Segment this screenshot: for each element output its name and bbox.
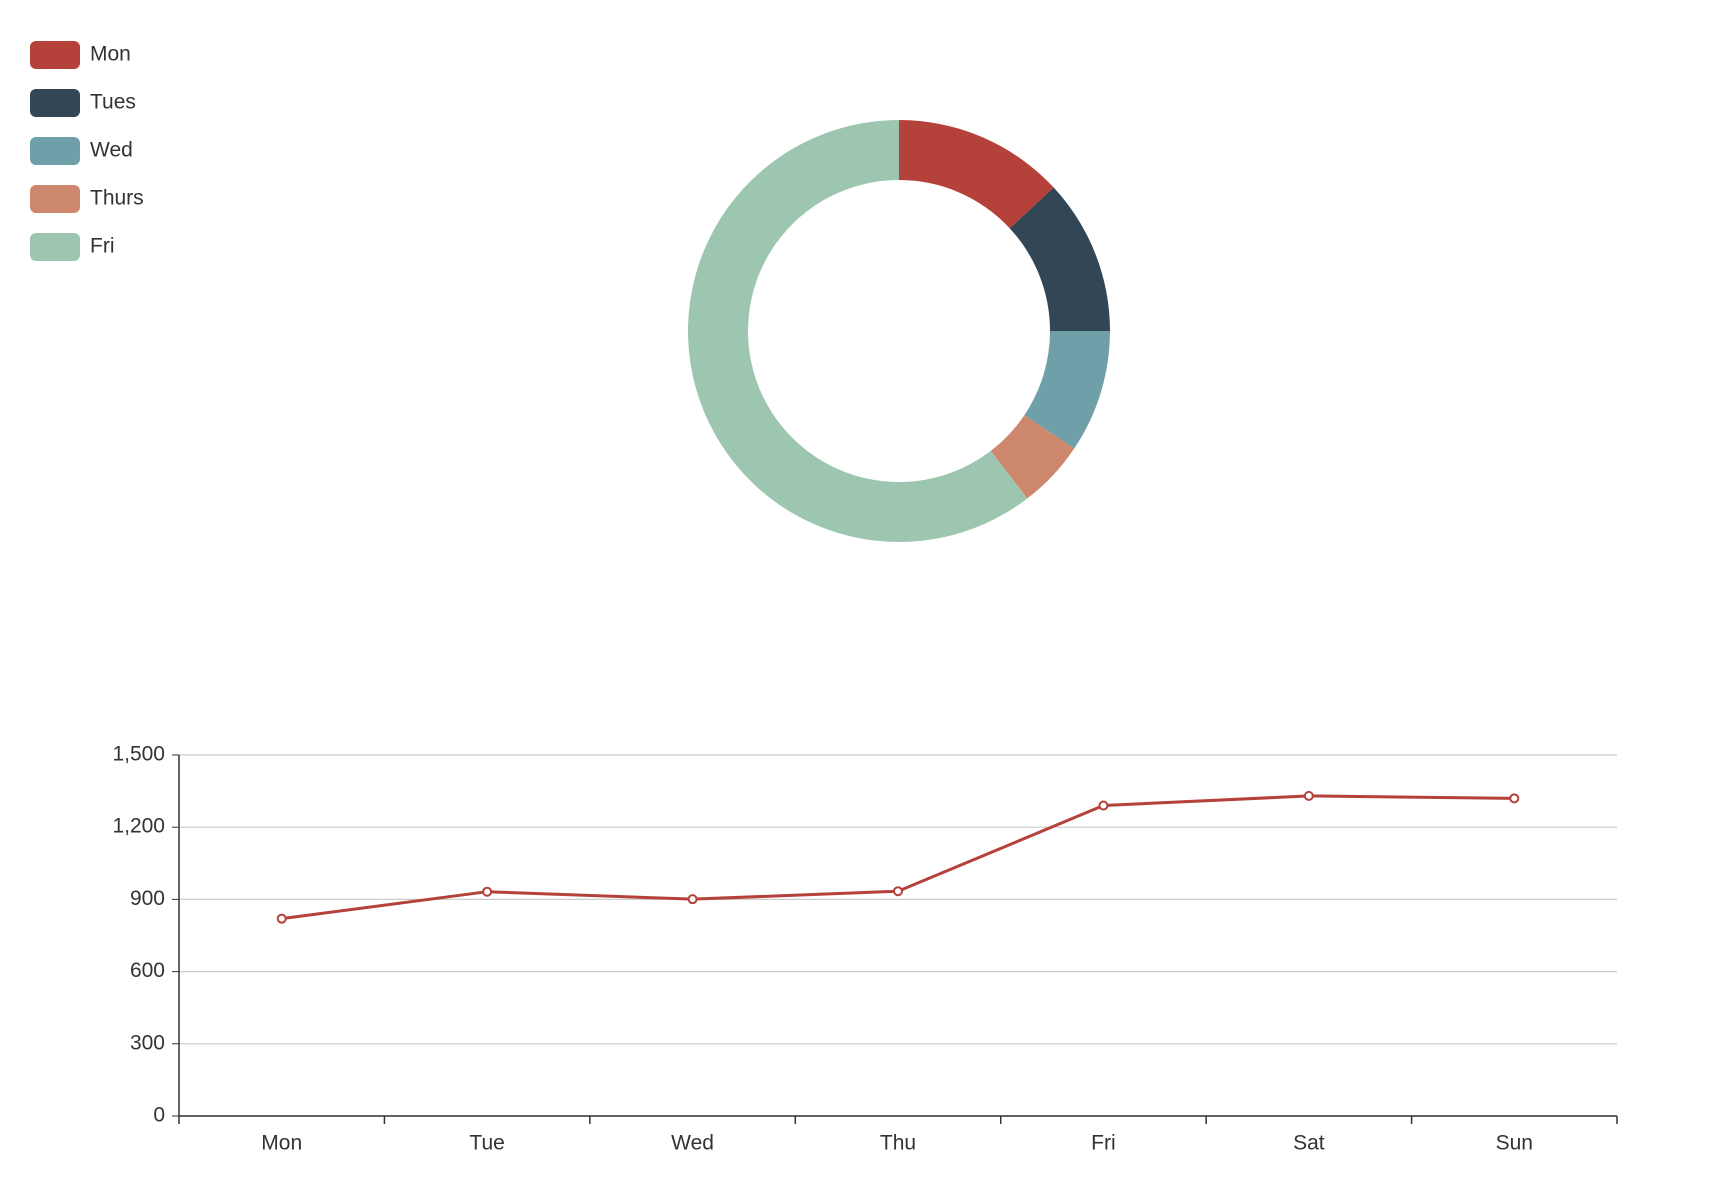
legend-swatch[interactable] [30,185,80,213]
line-point [1303,790,1314,801]
x-tick-label: Fri [1091,1132,1116,1155]
x-tick-label: Sat [1293,1132,1325,1155]
y-tick-label: 300 [130,1031,165,1054]
x-tick-label: Tue [469,1132,504,1155]
line-point [687,894,698,905]
y-tick-label: 0 [153,1104,165,1127]
legend-label[interactable]: Mon [90,43,131,66]
legend-label[interactable]: Thurs [90,187,144,210]
line-point [893,886,903,897]
x-tick-label: Mon [261,1132,302,1155]
line-point [482,886,493,897]
legend-swatch[interactable] [30,89,80,117]
line-point [276,913,287,924]
x-tick-label: Sun [1496,1132,1533,1155]
x-tick-label: Thu [880,1132,916,1155]
pie-slice [990,415,1075,499]
pie-slice [899,120,1054,229]
pie-slice [1009,187,1110,331]
line-series [281,794,1515,921]
legend-label[interactable]: Fri [90,235,115,258]
y-tick-label: 1,500 [112,743,165,766]
pie-slice [1024,331,1110,449]
line-point [1509,793,1520,804]
x-tick-label: Wed [671,1132,714,1155]
legend-swatch[interactable] [30,137,80,165]
line-point [1098,800,1109,811]
legend-swatch[interactable] [30,41,80,69]
legend-swatch[interactable] [30,233,80,261]
legend-label[interactable]: Wed [90,139,133,162]
y-tick-label: 1,200 [112,815,165,838]
y-tick-label: 900 [130,887,165,910]
legend-label[interactable]: Tues [90,91,136,114]
y-tick-label: 600 [130,959,165,982]
pie-slice [688,120,1028,542]
